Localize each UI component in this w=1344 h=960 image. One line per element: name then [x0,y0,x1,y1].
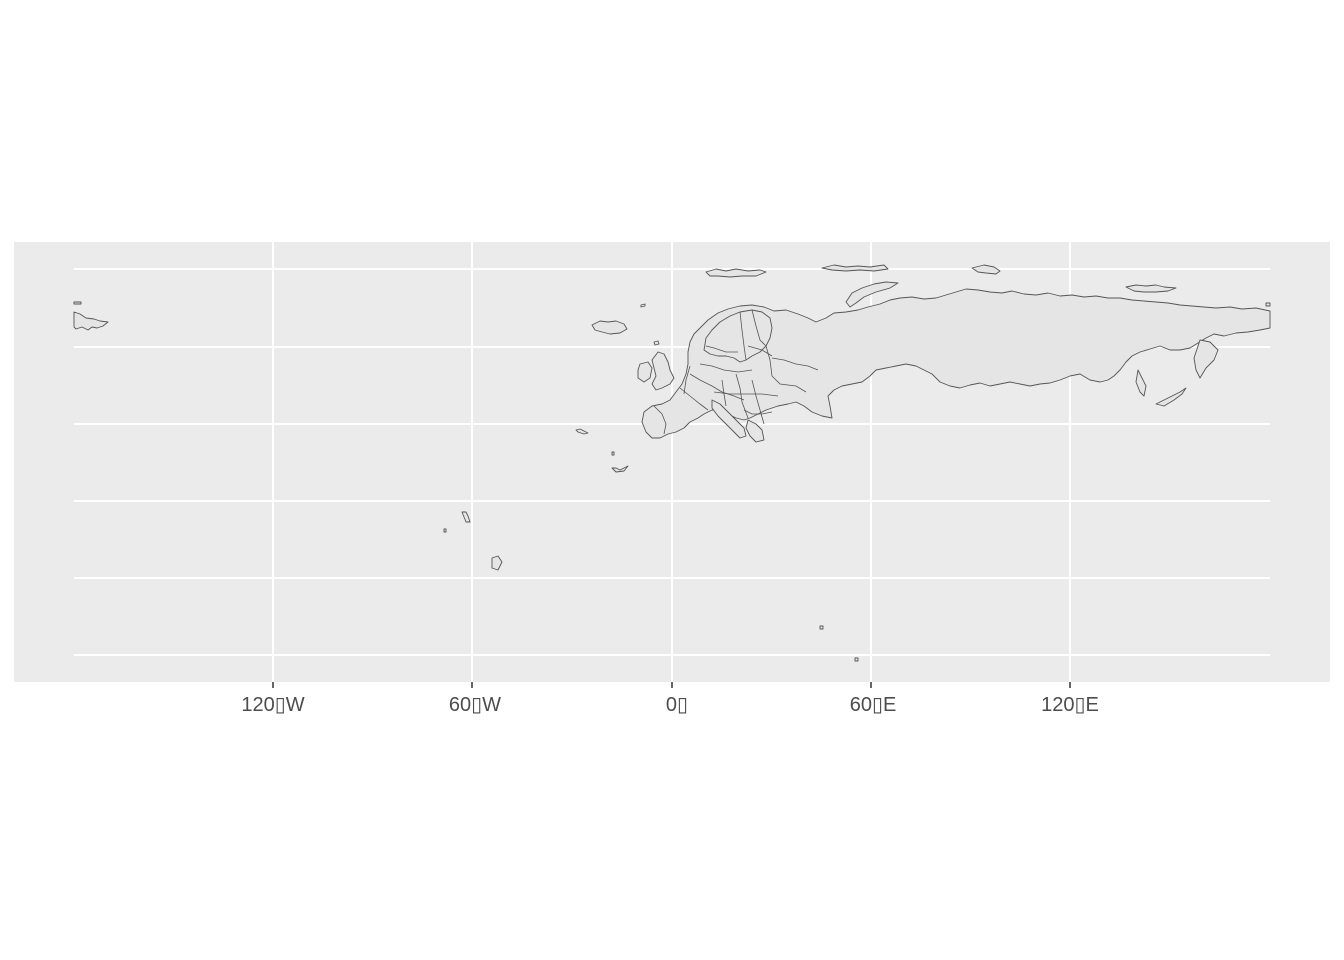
landmass-severnaya [971,264,1001,275]
landmass-sakhalin [1135,369,1147,397]
landmass-madeira [611,451,615,456]
x-axis-ticks [272,682,1071,688]
landmass-reunion [854,657,859,662]
landmass-kurils [1155,387,1187,407]
x-tick-label-120e: 120▯E [1041,694,1099,716]
landmass-faroe [653,340,660,346]
landmass-franz-josef [821,264,889,272]
landmass-ireland [637,361,653,383]
x-tick-label-120w: 120▯W [241,694,304,716]
landmass-islet [73,301,82,305]
landmass-french-guiana [491,555,503,571]
landmass-kamchatka [1193,339,1219,379]
landmass-martinique [443,528,447,533]
landmass-iceland [591,320,628,335]
landmass-arctic-islands-east [1125,284,1177,293]
landmass-azores [575,428,589,435]
landmass-guadeloupe [461,511,471,523]
x-tick-label-60w: 60▯W [449,694,501,716]
landmass-great-britain [651,351,675,391]
x-tick-label-0: 0▯ [666,694,688,716]
x-tick-label-60e: 60▯E [850,694,897,716]
landmass-italy [711,399,747,439]
landmass-eurasia [641,288,1271,439]
landmass-east-edge [1265,302,1271,307]
landmass-chukotka-west [73,311,109,331]
landmass-novaya-zemlya [845,281,899,308]
landmass-jan-mayen [640,303,646,308]
landmass-svalbard [705,268,767,278]
landmass-mayotte [819,625,824,630]
country-borders [653,309,819,435]
landmass-canary-islands [611,465,629,473]
landmass-greece [745,419,765,443]
x-axis-labels: 120▯W 60▯W 0▯ 60▯E 120▯E [241,694,1098,716]
